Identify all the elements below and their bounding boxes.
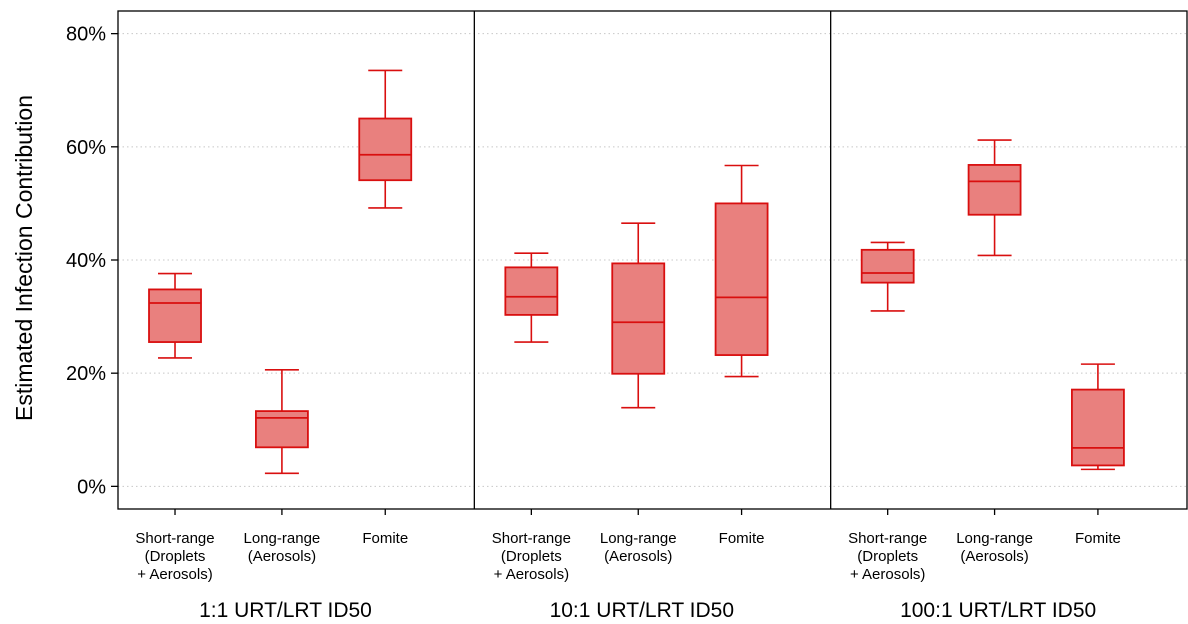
box-3-1 <box>860 241 915 312</box>
y-tick-label: 40% <box>66 250 106 272</box>
box-1-2 <box>255 368 309 475</box>
y-tick-label: 20% <box>66 363 106 385</box>
panel-dividers <box>473 11 832 509</box>
box-3-2 <box>967 139 1022 257</box>
x-category-label: (Aerosols) <box>248 548 316 565</box>
x-category-label: + Aerosols) <box>494 566 569 583</box>
boxes <box>148 69 1125 475</box>
panel-label: 10:1 URT/LRT ID50 <box>550 599 734 622</box>
y-tick-label: 0% <box>77 476 106 498</box>
box-iqr <box>860 248 915 284</box>
x-category-label: Short-range <box>135 530 214 547</box>
y-tick-label: 80% <box>66 24 106 46</box>
x-category-label: (Aerosols) <box>604 548 672 565</box>
box-iqr <box>611 262 666 375</box>
x-category-label: Long-range <box>600 530 677 547</box>
y-tick-label: 60% <box>66 137 106 159</box>
box-2-2 <box>611 222 666 409</box>
box-1-3 <box>358 69 413 209</box>
y-axis-title: Estimated Infection Contribution <box>11 95 37 421</box>
y-axis: 0% 20% 40% 60% 80% <box>66 24 118 498</box>
box-iqr <box>358 117 413 182</box>
box-iqr <box>1071 388 1125 467</box>
box-1-1 <box>148 272 202 359</box>
box-iqr <box>504 266 559 316</box>
x-axis: Short-range(Droplets+ Aerosols)Long-rang… <box>135 509 1121 622</box>
panel-label: 100:1 URT/LRT ID50 <box>900 599 1096 622</box>
box-2-1 <box>504 252 559 343</box>
box-3-3 <box>1071 363 1125 471</box>
x-category-label: Long-range <box>956 530 1033 547</box>
box-iqr <box>967 164 1022 216</box>
x-category-label: (Droplets <box>501 548 562 565</box>
x-category-label: Short-range <box>492 530 571 547</box>
x-category-label: Fomite <box>719 530 765 547</box>
x-category-label: + Aerosols) <box>137 566 212 583</box>
panel-label: 1:1 URT/LRT ID50 <box>199 599 372 622</box>
x-category-label: + Aerosols) <box>850 566 925 583</box>
box-iqr <box>714 202 769 356</box>
x-category-label: Short-range <box>848 530 927 547</box>
x-category-label: (Droplets <box>145 548 206 565</box>
x-category-label: (Aerosols) <box>960 548 1028 565</box>
x-category-label: Fomite <box>1075 530 1121 547</box>
box-2-3 <box>714 164 769 378</box>
box-iqr <box>255 410 309 449</box>
x-category-label: (Droplets <box>857 548 918 565</box>
x-category-label: Fomite <box>362 530 408 547</box>
box-iqr <box>148 288 202 343</box>
x-category-label: Long-range <box>244 530 321 547</box>
